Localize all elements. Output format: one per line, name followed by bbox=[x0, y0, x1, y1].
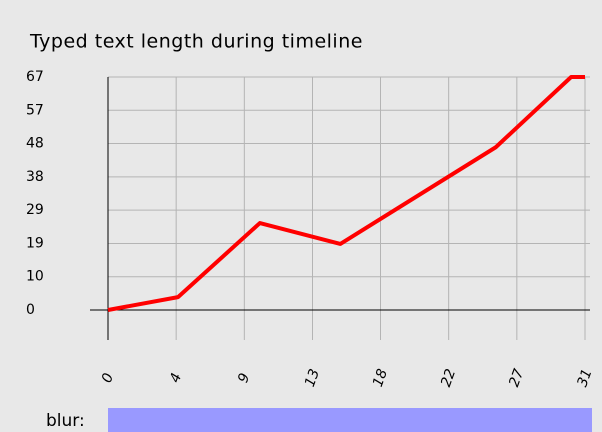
x-tick-label: 13 bbox=[302, 367, 323, 389]
x-tick-label: 22 bbox=[438, 367, 459, 389]
blur-label: blur: bbox=[46, 411, 85, 431]
chart: Typed text length during timeline 0 10 19 2… bbox=[26, 31, 596, 390]
chart-title: Typed text length during timeline bbox=[29, 31, 363, 53]
x-tick-label: 0 bbox=[99, 371, 117, 385]
x-tick-label: 9 bbox=[235, 371, 253, 385]
y-tick-label: 48 bbox=[26, 136, 44, 152]
data-line bbox=[107, 75, 585, 312]
y-tick-label: 38 bbox=[26, 169, 44, 185]
y-tick-label: 19 bbox=[26, 235, 44, 251]
y-tick-label: 10 bbox=[26, 269, 44, 285]
x-tick-label: 4 bbox=[167, 371, 185, 385]
y-tick-label: 29 bbox=[26, 202, 44, 218]
blur-slider[interactable] bbox=[108, 408, 592, 432]
y-tick-label: 0 bbox=[26, 302, 35, 318]
x-tick-label: 27 bbox=[506, 367, 527, 389]
x-tick-label: 31 bbox=[574, 367, 595, 389]
x-tick-label: 18 bbox=[370, 367, 391, 389]
y-tick-label: 67 bbox=[26, 69, 44, 85]
y-tick-label: 57 bbox=[26, 102, 44, 118]
